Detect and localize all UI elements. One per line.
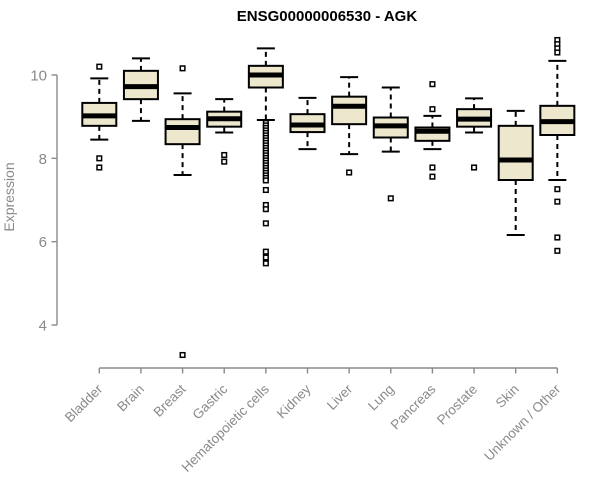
x-tick-label-skin: Skin — [493, 382, 522, 411]
boxplot-brain — [122, 57, 159, 122]
boxplot-lung — [372, 86, 409, 202]
outlier-point — [262, 260, 269, 267]
x-tick-label-lung: Lung — [365, 382, 397, 414]
y-tick-label: 4 — [39, 318, 47, 335]
outlier-point — [429, 164, 436, 171]
boxplot-prostate — [456, 97, 493, 171]
chart-title: ENSG00000006530 - AGK — [237, 8, 418, 25]
outlier-point — [262, 177, 269, 184]
outlier-point — [262, 220, 269, 227]
boxplot-hematopoietic-cells — [247, 47, 284, 267]
outlier-point — [471, 164, 478, 171]
iqr-box — [497, 124, 534, 182]
outlier-point — [221, 151, 228, 159]
outlier-point — [96, 164, 103, 171]
y-tick-label: 8 — [39, 151, 47, 168]
outlier-point — [221, 158, 228, 165]
boxplots — [81, 36, 576, 359]
outlier-point — [179, 351, 186, 359]
outlier-point — [554, 49, 561, 56]
boxplot-gastric — [206, 98, 243, 165]
y-tick-label: 10 — [30, 68, 47, 85]
outlier-point — [262, 186, 269, 194]
boxplot-skin — [497, 109, 534, 236]
outlier-point — [554, 234, 561, 241]
outlier-point — [554, 186, 561, 193]
outlier-point — [96, 155, 103, 162]
iqr-box — [164, 118, 201, 146]
x-tick-label-pancreas: Pancreas — [388, 381, 439, 432]
boxplot-kidney — [289, 96, 326, 151]
x-tick-label-liver: Liver — [324, 381, 356, 413]
iqr-box — [331, 95, 368, 126]
outlier-point — [262, 254, 269, 261]
x-tick-label-prostate: Prostate — [434, 382, 480, 428]
boxplot-pancreas — [414, 81, 451, 180]
outlier-point — [262, 248, 269, 255]
boxplot-bladder — [81, 63, 118, 171]
outlier-point — [429, 81, 436, 88]
x-tick-label-breast: Breast — [150, 381, 188, 419]
outlier-point — [346, 169, 353, 176]
outlier-point — [554, 247, 561, 254]
outlier-point — [429, 106, 436, 113]
y-tick-label: 6 — [39, 234, 47, 251]
x-tick-label-unknown-other: Unknown / Other — [481, 381, 564, 464]
boxplot-liver — [331, 76, 368, 176]
boxplot-unknown-other — [539, 36, 576, 254]
x-tick-label-gastric: Gastric — [189, 381, 230, 422]
x-tick-label-kidney: Kidney — [274, 381, 314, 421]
outlier-point — [96, 63, 103, 70]
outlier-point — [179, 65, 186, 72]
outlier-point — [554, 198, 561, 205]
y-axis-title: Expression — [1, 162, 17, 231]
boxplot-breast — [164, 65, 201, 359]
outlier-point — [262, 206, 269, 213]
x-tick-label-bladder: Bladder — [62, 381, 106, 425]
x-tick-label-brain: Brain — [114, 382, 147, 415]
outlier-point — [429, 173, 436, 180]
outlier-point — [387, 195, 394, 202]
